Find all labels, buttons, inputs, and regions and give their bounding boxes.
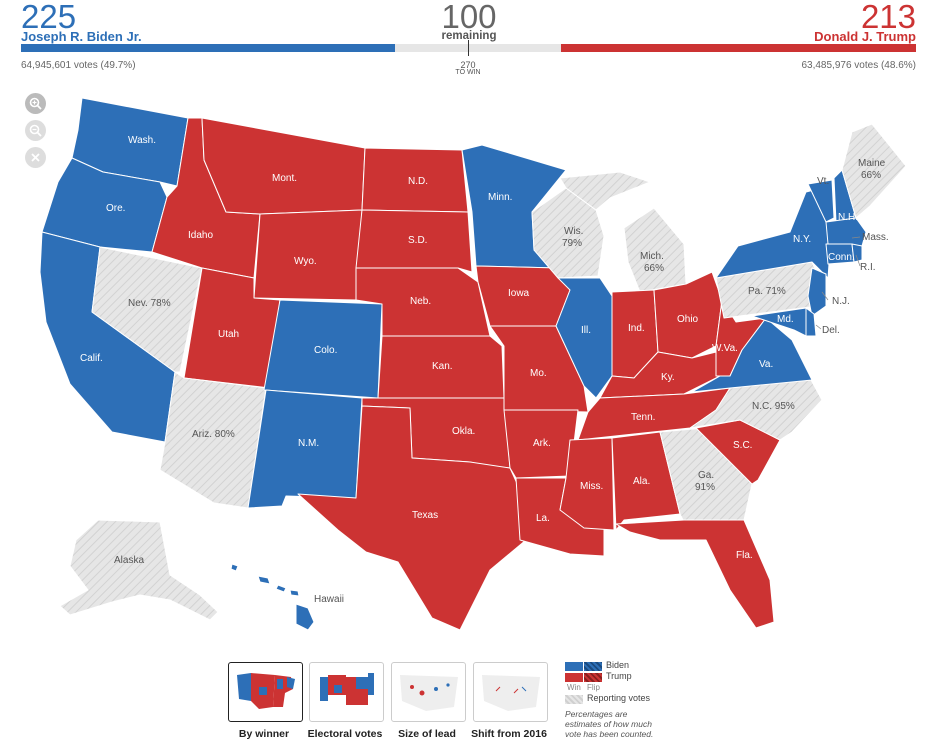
state-ak[interactable] xyxy=(59,519,219,621)
trump-electoral-votes: 213 xyxy=(860,0,916,35)
view-label-shift: Shift from 2016 xyxy=(471,728,547,740)
legend-win-label: Win xyxy=(567,683,581,692)
legend-biden-flip-swatch xyxy=(584,662,602,671)
state-al[interactable] xyxy=(611,431,681,531)
state-nj[interactable] xyxy=(807,267,827,317)
view-label-winner: By winner xyxy=(238,728,290,740)
state-nm[interactable] xyxy=(247,389,363,509)
remaining-count: 100 xyxy=(441,0,497,35)
mini-map-winner-icon xyxy=(237,673,295,709)
view-by-winner[interactable] xyxy=(228,662,303,722)
biden-name: Joseph R. Biden Jr. xyxy=(21,29,142,44)
legend-note: Percentages are estimates of how much vo… xyxy=(565,709,654,739)
state-mt[interactable] xyxy=(201,117,366,215)
label-leader-lines xyxy=(815,236,861,330)
trump-bar xyxy=(561,44,916,52)
state-de[interactable] xyxy=(805,307,817,337)
us-map: Wash. Ore. Calif. Nev. 78% Idaho Mont. W… xyxy=(39,97,907,631)
state-nc[interactable] xyxy=(689,377,823,441)
legend-reporting-swatch xyxy=(565,695,583,704)
threshold-marker xyxy=(468,40,469,56)
label-ri: R.I. xyxy=(860,262,876,273)
legend-trump-label: Trump xyxy=(606,671,632,681)
state-ct[interactable] xyxy=(825,243,855,265)
zoom-out-button[interactable] xyxy=(25,120,46,141)
label-hi: Hawaii xyxy=(314,594,344,605)
threshold-label: TO WIN xyxy=(455,69,481,76)
state-il[interactable] xyxy=(555,277,613,399)
zoom-in-button[interactable] xyxy=(25,93,46,114)
state-tx[interactable] xyxy=(297,405,527,631)
state-az[interactable] xyxy=(159,371,267,509)
view-shift-from-2016[interactable] xyxy=(473,662,548,722)
mini-arrow-map-icon xyxy=(482,675,540,711)
state-me[interactable] xyxy=(841,123,907,219)
biden-electoral-votes: 225 xyxy=(21,0,77,35)
state-wy[interactable] xyxy=(253,209,363,301)
zoom-out-icon xyxy=(29,124,42,137)
close-icon xyxy=(31,153,40,162)
state-md[interactable] xyxy=(751,307,807,337)
legend-trump-flip-swatch xyxy=(584,673,602,682)
zoom-in-icon xyxy=(29,97,42,110)
trump-name: Donald J. Trump xyxy=(814,29,916,44)
threshold-value: 270 xyxy=(460,60,476,70)
biden-popular-votes: 64,945,601 votes (49.7%) xyxy=(21,60,136,71)
state-nd[interactable] xyxy=(361,147,469,213)
state-ar[interactable] xyxy=(503,409,579,479)
view-electoral-votes[interactable] xyxy=(309,662,384,722)
legend-biden-label: Biden xyxy=(606,660,630,670)
label-de: Del. xyxy=(822,325,840,336)
legend-biden-win-swatch xyxy=(565,662,583,671)
state-vt[interactable] xyxy=(807,179,835,223)
state-sd[interactable] xyxy=(355,209,473,273)
state-ks[interactable] xyxy=(377,335,505,399)
label-nj: N.J. xyxy=(832,296,850,307)
mini-cartogram-icon xyxy=(320,673,374,705)
state-co[interactable] xyxy=(263,299,383,399)
biden-bar xyxy=(21,44,395,52)
state-nv[interactable] xyxy=(91,246,203,373)
view-label-electoral: Electoral votes xyxy=(307,728,383,740)
trump-popular-votes: 63,485,976 votes (48.6%) xyxy=(801,60,916,71)
state-ri[interactable] xyxy=(851,243,863,263)
legend-reporting-label: Reporting votes xyxy=(587,693,651,703)
legend-trump-win-swatch xyxy=(565,673,583,682)
remaining-bar xyxy=(395,44,561,52)
state-ma[interactable] xyxy=(825,217,867,247)
reset-map-button[interactable] xyxy=(25,147,46,168)
legend-flip-label: Flip xyxy=(587,683,600,692)
mini-bubble-map-icon xyxy=(400,675,458,711)
remaining-label: remaining xyxy=(441,30,497,42)
view-size-of-lead[interactable] xyxy=(391,662,466,722)
view-label-lead: Size of lead xyxy=(398,728,456,740)
state-fl[interactable] xyxy=(615,519,775,629)
state-hi[interactable] xyxy=(230,563,315,631)
